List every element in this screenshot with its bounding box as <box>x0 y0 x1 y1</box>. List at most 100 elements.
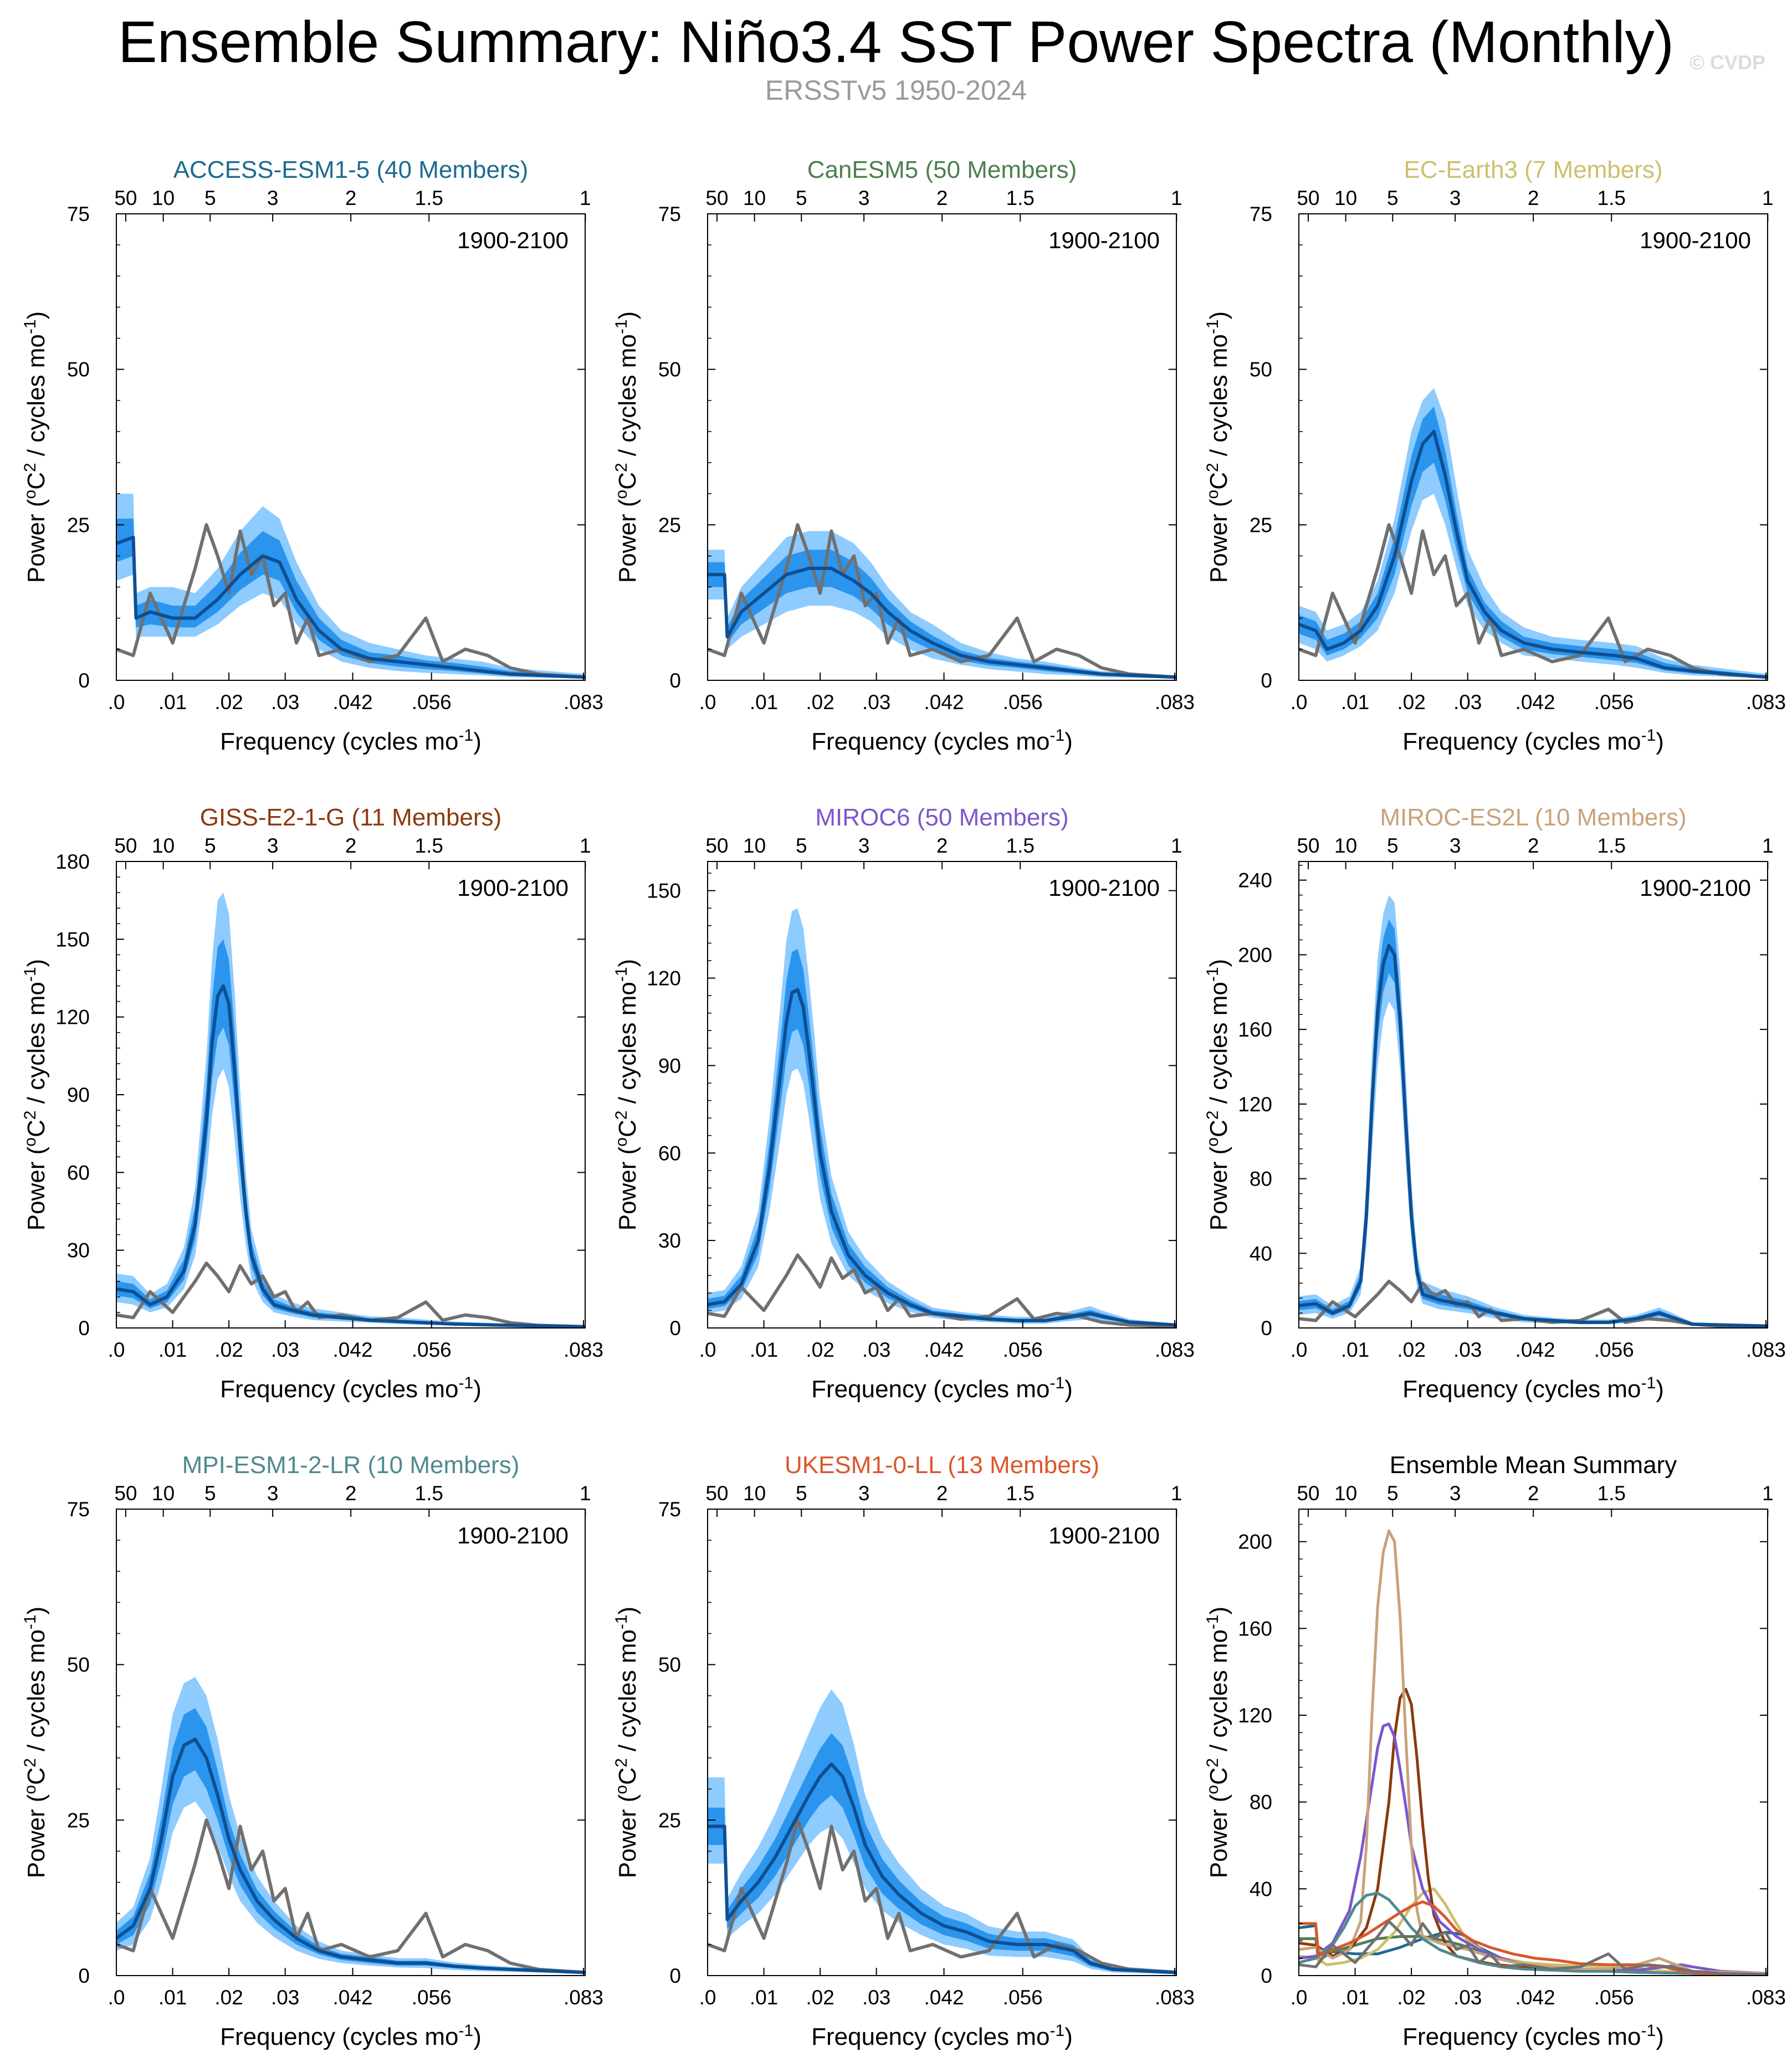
top-tick-label: 1 <box>580 834 591 857</box>
x-axis-label: Frequency (cycles mo-1) <box>811 1374 1073 1403</box>
plot-area <box>116 1677 585 1974</box>
summary-line-ukesm1-0-ll <box>1299 1900 1768 1976</box>
y-tick-label: 75 <box>1250 203 1272 225</box>
y-axis-label: Power (oC2 / cycles mo-1) <box>21 311 50 583</box>
panel-title: MPI-ESM1-2-LR (10 Members) <box>182 1451 520 1479</box>
y-tick-label: 0 <box>78 1965 90 1987</box>
panel-8: UKESM1-0-LL (13 Members) 50 10 5 3 2 1.5 1 1900-… <box>612 1451 1195 2050</box>
x-tick-label: .03 <box>1453 691 1482 714</box>
x-tick-label: .083 <box>564 1338 603 1361</box>
x-tick-label: .03 <box>271 691 299 714</box>
top-tick-label: 50 <box>114 1482 137 1505</box>
plot-area <box>116 893 585 1328</box>
top-tick-label: 3 <box>1450 834 1461 857</box>
y-axis-label: Power (oC2 / cycles mo-1) <box>612 959 641 1230</box>
top-tick-label: 5 <box>1387 1482 1399 1505</box>
y-tick-label: 90 <box>658 1054 681 1077</box>
y-tick-label: 60 <box>67 1161 90 1184</box>
top-tick-label: 5 <box>796 834 807 857</box>
x-tick-label: .02 <box>806 1338 834 1361</box>
top-tick-label: 10 <box>1334 1482 1357 1505</box>
x-tick-label: .0 <box>108 1338 125 1361</box>
x-tick-label: .042 <box>333 691 373 714</box>
top-tick-label: 1 <box>1762 187 1774 209</box>
top-tick-label: 1 <box>1171 1482 1182 1505</box>
top-tick-label: 50 <box>705 187 728 209</box>
y-tick-label: 40 <box>1250 1878 1272 1900</box>
top-tick-label: 5 <box>204 187 216 209</box>
top-tick-label: 2 <box>936 187 948 209</box>
y-tick-label: 120 <box>55 1006 90 1029</box>
x-tick-label: .03 <box>1453 1986 1482 2009</box>
x-tick-label: .01 <box>750 1986 778 2009</box>
top-tick-label: 2 <box>936 1482 948 1505</box>
plot-area <box>708 1689 1176 1974</box>
top-tick-label: 50 <box>1297 1482 1319 1505</box>
x-tick-label: .042 <box>1515 1338 1555 1361</box>
y-tick-label: 50 <box>658 1654 681 1676</box>
panel-title: MIROC-ES2L (10 Members) <box>1380 804 1686 831</box>
x-tick-label: .01 <box>158 1338 187 1361</box>
y-tick-label: 120 <box>1238 1704 1272 1727</box>
top-tick-label: 2 <box>1528 187 1539 209</box>
x-axis-label: Frequency (cycles mo-1) <box>220 726 482 755</box>
y-tick-label: 160 <box>1238 1018 1272 1041</box>
y-tick-label: 180 <box>55 850 90 873</box>
y-tick-label: 120 <box>647 967 681 990</box>
y-tick-label: 80 <box>1250 1168 1272 1191</box>
y-axis-label: Power (oC2 / cycles mo-1) <box>21 1607 50 1878</box>
top-tick-label: 2 <box>345 1482 357 1505</box>
x-tick-label: .056 <box>1594 1986 1634 2009</box>
cvdp-watermark: © CVDP <box>1689 51 1765 74</box>
observed-spectrum-line <box>1299 523 1768 679</box>
panel-7: MPI-ESM1-2-LR (10 Members) 50 10 5 3 2 1.5 1 190… <box>21 1451 603 2050</box>
x-tick-label: .056 <box>412 1986 452 2009</box>
top-tick-label: 3 <box>1450 1482 1461 1505</box>
plot-area <box>708 523 1176 679</box>
x-tick-label: .056 <box>1003 1986 1043 2009</box>
y-axis-label: Power (oC2 / cycles mo-1) <box>21 959 50 1230</box>
x-tick-label: .01 <box>158 1986 187 2009</box>
x-tick-label: .042 <box>333 1338 373 1361</box>
panel-2: CanESM5 (50 Members) 50 10 5 3 2 1.5 1 1900-2100… <box>612 156 1195 755</box>
top-tick-label: 1.5 <box>1006 1482 1035 1505</box>
panel-3: EC-Earth3 (7 Members) 50 10 5 3 2 1.5 1 1900-210… <box>1204 156 1786 755</box>
top-tick-label: 5 <box>1387 187 1399 209</box>
plot-frame <box>1298 861 1768 1329</box>
y-tick-label: 50 <box>67 358 90 381</box>
top-tick-label: 5 <box>1387 834 1399 857</box>
panel-title: ACCESS-ESM1-5 (40 Members) <box>173 156 529 183</box>
plot-frame <box>116 1509 586 1976</box>
plot-area <box>1299 388 1768 679</box>
y-tick-label: 25 <box>658 514 681 536</box>
x-tick-label: .083 <box>1155 1338 1195 1361</box>
plot-frame <box>1298 213 1768 681</box>
x-axis-label: Frequency (cycles mo-1) <box>1402 726 1664 755</box>
x-tick-label: .0 <box>1291 1986 1308 2009</box>
spread-band-inner <box>116 1708 585 1973</box>
plot-frame <box>707 213 1177 681</box>
top-tick-label: 3 <box>858 834 870 857</box>
top-tick-label: 3 <box>858 187 870 209</box>
top-tick-label: 1.5 <box>1006 834 1035 857</box>
x-tick-label: .01 <box>158 691 187 714</box>
top-tick-label: 10 <box>743 834 766 857</box>
x-tick-label: .042 <box>924 1986 964 2009</box>
y-axis-label: Power (oC2 / cycles mo-1) <box>1204 959 1232 1230</box>
y-tick-label: 0 <box>78 669 90 692</box>
top-tick-label: 3 <box>267 1482 279 1505</box>
x-tick-label: .03 <box>862 1338 890 1361</box>
period-label: 1900-2100 <box>1048 875 1160 901</box>
y-tick-label: 25 <box>1250 514 1272 536</box>
period-label: 1900-2100 <box>1640 875 1751 901</box>
top-tick-label: 10 <box>1334 834 1357 857</box>
x-tick-label: .01 <box>1341 691 1369 714</box>
observed-spectrum-line <box>708 1253 1176 1328</box>
top-tick-label: 2 <box>1528 834 1539 857</box>
summary-line-ersstv5 <box>1299 1920 1768 1976</box>
y-axis-label: Power (oC2 / cycles mo-1) <box>612 1607 641 1878</box>
x-tick-label: .02 <box>1397 1338 1425 1361</box>
y-tick-label: 75 <box>67 1498 90 1521</box>
x-tick-label: .042 <box>924 1338 964 1361</box>
y-axis-label: Power (oC2 / cycles mo-1) <box>612 311 641 583</box>
